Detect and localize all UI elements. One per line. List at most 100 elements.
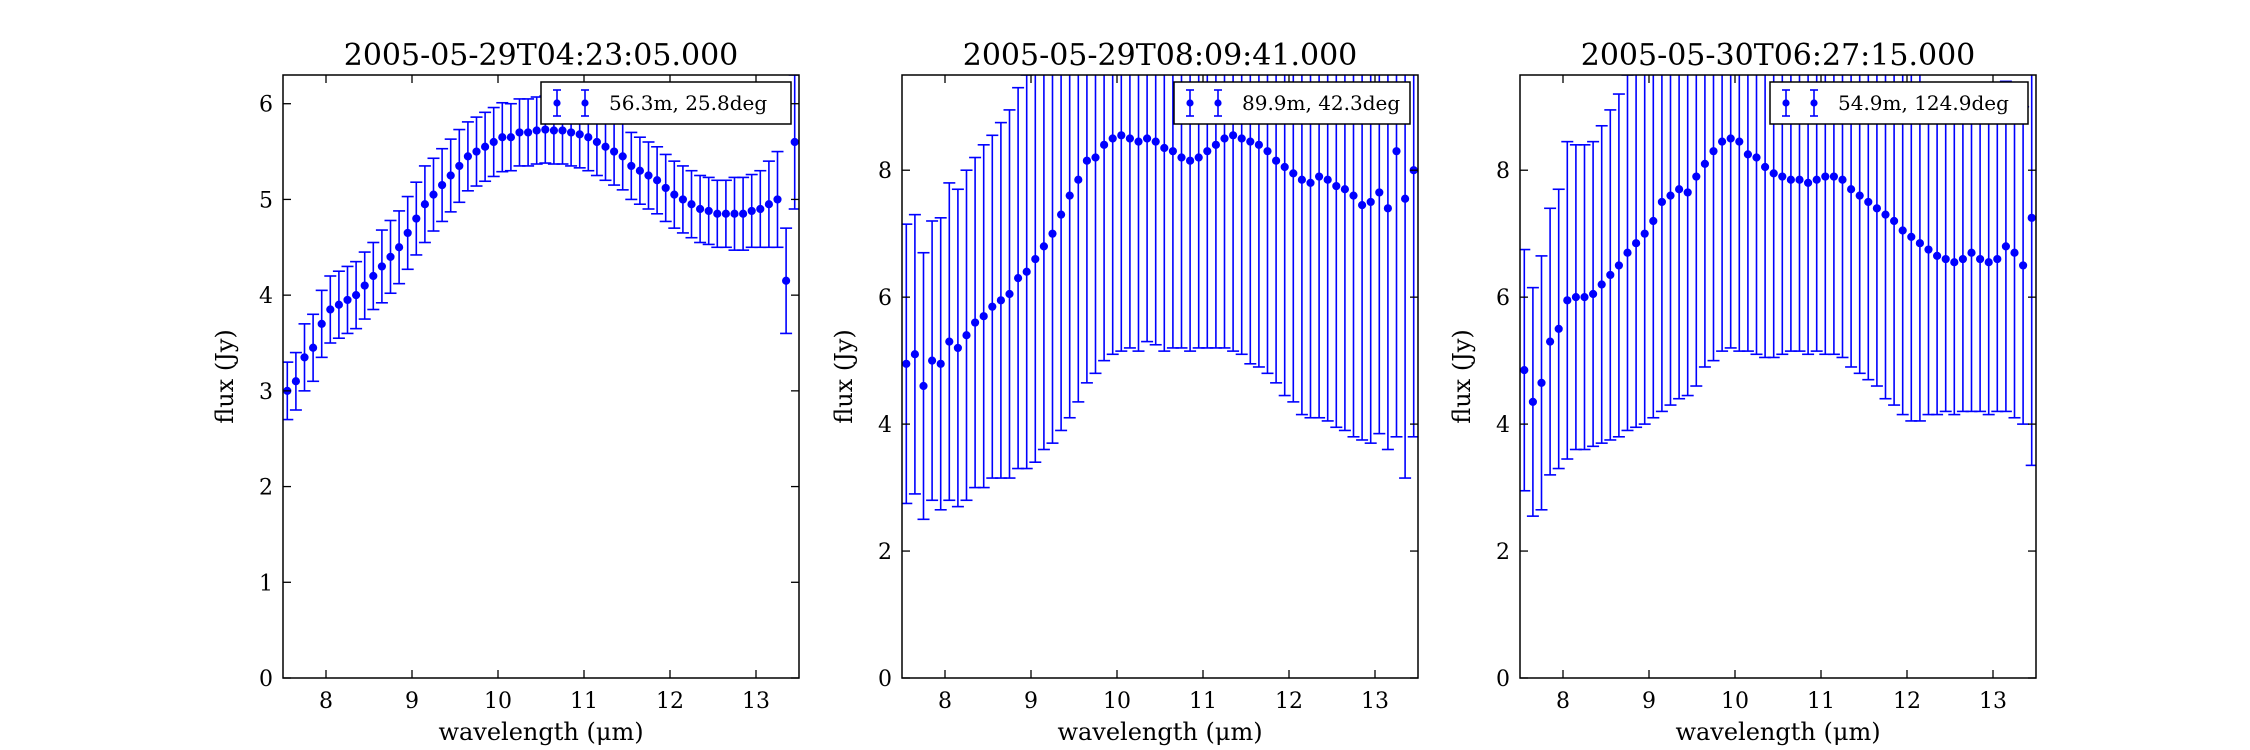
- data-point: [730, 209, 739, 218]
- data-point: [1074, 175, 1083, 184]
- data-point: [1108, 134, 1117, 143]
- data-point: [412, 214, 421, 223]
- data-point: [739, 209, 748, 218]
- data-point: [1786, 175, 1796, 184]
- data-point: [1546, 337, 1555, 346]
- data-point: [1812, 175, 1821, 184]
- data-point: [1263, 147, 1272, 156]
- data-point: [618, 152, 627, 161]
- data-point: [1340, 185, 1350, 194]
- data-point: [1100, 140, 1109, 149]
- data-point: [756, 204, 765, 214]
- data-point: [1649, 216, 1658, 226]
- data-point: [1890, 216, 1899, 226]
- data-point: [1761, 162, 1770, 172]
- data-point: [420, 200, 429, 209]
- data-point: [1383, 204, 1393, 213]
- y-tick-label: 4: [878, 413, 892, 438]
- data-point: [713, 209, 722, 218]
- data-point: [644, 171, 653, 180]
- plot-frame: [1519, 74, 2037, 679]
- data-point: [1640, 229, 1649, 238]
- data-point: [1091, 153, 1100, 162]
- data-point: [489, 137, 498, 147]
- data-point: [1571, 293, 1581, 302]
- data-point: [661, 183, 670, 193]
- data-point: [773, 195, 782, 204]
- y-axis-label: flux (Jy): [1448, 329, 1476, 424]
- data-point: [326, 305, 335, 314]
- data-point: [1211, 140, 1221, 149]
- data-point: [1666, 191, 1675, 200]
- data-point: [1614, 261, 1624, 270]
- x-axis-label: wavelength (μm): [1675, 718, 1880, 746]
- data-series: [902, 75, 1418, 521]
- data-point: [1657, 197, 1667, 207]
- data-point: [1203, 147, 1212, 156]
- y-tick-label: 5: [259, 188, 273, 213]
- chart-panel-3: 8 9 10 11 12 13 0 2 4 6 8 2005-05-30T06:27:15.000 wa…: [1448, 38, 2037, 746]
- y-axis-label: flux (Jy): [211, 329, 239, 424]
- y-tick-label: 0: [259, 667, 273, 692]
- data-point: [395, 243, 404, 252]
- data-point: [1254, 140, 1264, 149]
- data-point: [291, 377, 300, 386]
- data-point: [343, 295, 352, 305]
- data-series: [283, 75, 799, 421]
- data-point: [317, 319, 326, 328]
- x-axis-label: wavelength (μm): [1057, 718, 1262, 746]
- chart-title: 2005-05-29T08:09:41.000: [963, 38, 1358, 73]
- data-point: [438, 180, 447, 190]
- x-axis-label: wavelength (μm): [438, 718, 643, 746]
- data-point: [1606, 270, 1615, 280]
- y-tick-label: 0: [878, 667, 892, 692]
- data-point: [1950, 258, 1959, 267]
- data-point: [1134, 137, 1143, 146]
- data-point: [1005, 289, 1014, 299]
- data-point: [721, 209, 731, 218]
- data-point: [1229, 131, 1238, 140]
- data-point: [1297, 175, 1307, 184]
- data-point: [429, 190, 438, 199]
- chart-title: 2005-05-30T06:27:15.000: [1581, 38, 1976, 73]
- data-point: [1924, 245, 1933, 254]
- legend-box: [1173, 81, 1411, 125]
- data-point: [575, 130, 584, 139]
- data-point: [1065, 191, 1074, 200]
- x-tick-label: 10: [1103, 689, 1131, 714]
- data-point: [1125, 134, 1135, 143]
- data-point: [1692, 172, 1701, 181]
- y-tick-label: 6: [878, 286, 892, 311]
- data-point: [1160, 143, 1169, 153]
- data-point: [1941, 254, 1950, 264]
- legend-marker: [1214, 99, 1222, 107]
- data-point: [1520, 366, 1529, 375]
- data-point: [1795, 175, 1804, 184]
- data-point: [1246, 137, 1255, 146]
- data-point: [498, 133, 507, 142]
- data-point: [1554, 324, 1563, 333]
- data-point: [2027, 213, 2036, 222]
- data-point: [1915, 239, 1925, 248]
- data-point: [635, 166, 645, 175]
- data-point: [1117, 131, 1126, 140]
- data-point: [782, 276, 791, 285]
- data-point: [1272, 156, 1281, 165]
- data-point: [481, 142, 490, 151]
- data-point: [1220, 134, 1229, 143]
- data-point: [1589, 289, 1598, 299]
- y-tick-label: 4: [259, 284, 273, 309]
- data-point: [1014, 274, 1023, 283]
- data-point: [928, 356, 937, 365]
- data-point: [764, 200, 774, 209]
- x-tick-label: 10: [1721, 689, 1749, 714]
- data-point: [678, 195, 688, 204]
- data-point: [352, 291, 361, 300]
- data-point: [1022, 267, 1031, 276]
- data-point: [2010, 248, 2019, 257]
- data-point: [558, 126, 567, 135]
- y-axis-label: flux (Jy): [830, 329, 858, 424]
- data-point: [1907, 232, 1916, 241]
- data-point: [653, 176, 662, 185]
- x-tick-label: 11: [1807, 689, 1835, 714]
